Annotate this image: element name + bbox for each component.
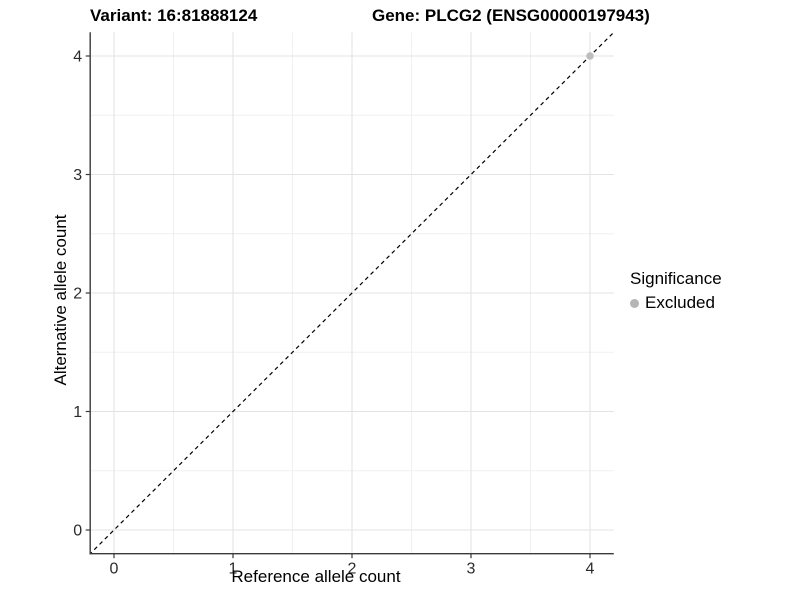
gene-title: Gene: PLCG2 (ENSG00000197943) (372, 6, 650, 25)
variant-title: Variant: 16:81888124 (90, 6, 258, 25)
x-tick-label: 3 (467, 561, 476, 578)
identity-reference-line (90, 32, 614, 554)
y-tick-label: 1 (73, 404, 82, 421)
legend-title: Significance (630, 269, 722, 288)
x-tick-label: 4 (586, 561, 595, 578)
y-tick-label: 3 (73, 167, 82, 184)
y-axis-title: Alternative allele count (51, 214, 70, 386)
legend-item-excluded: Excluded (630, 293, 722, 313)
x-tick-label: 2 (348, 561, 357, 578)
y-tick-label: 0 (73, 523, 82, 540)
data-layer (90, 32, 614, 554)
y-tick-label: 4 (73, 49, 82, 66)
legend: Significance Excluded (630, 269, 722, 313)
legend-key-dot-icon (630, 298, 639, 308)
data-point (586, 52, 594, 60)
y-tick-label: 2 (73, 286, 82, 303)
x-tick-label: 1 (229, 561, 238, 578)
x-axis-title: Reference allele count (231, 567, 401, 586)
x-tick-label: 0 (110, 561, 119, 578)
legend-item-label: Excluded (645, 293, 715, 312)
